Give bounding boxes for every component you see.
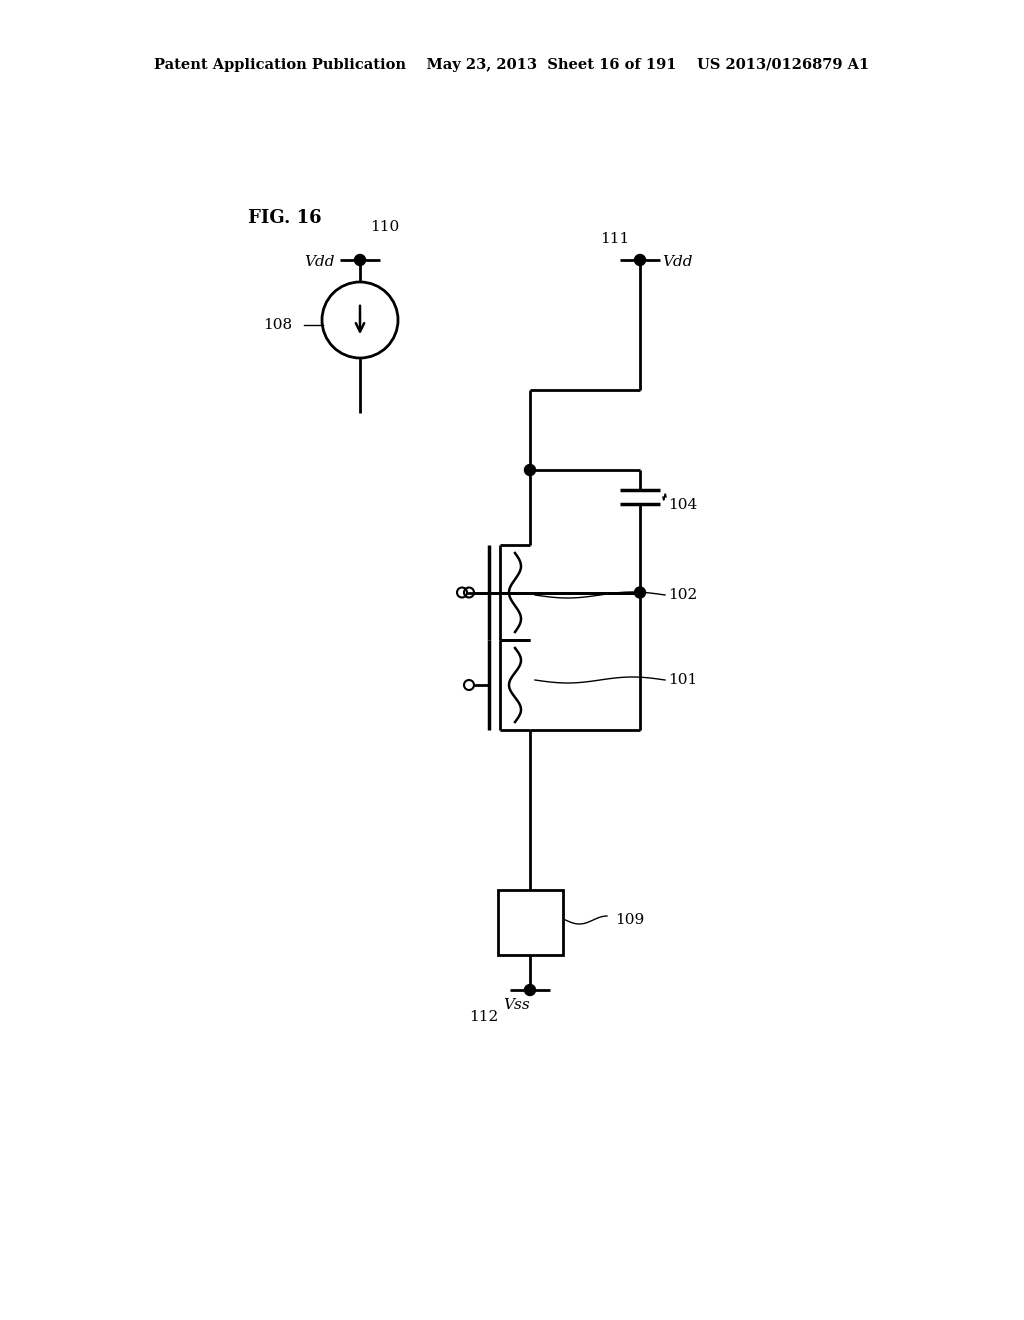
Text: Vdd: Vdd [304, 255, 335, 269]
Text: 112: 112 [469, 1010, 498, 1024]
Text: 111: 111 [600, 232, 630, 246]
Text: 110: 110 [370, 220, 399, 234]
Text: Vss: Vss [503, 998, 529, 1012]
Circle shape [635, 587, 645, 598]
Bar [498, 890, 562, 954]
Text: 108: 108 [263, 318, 292, 333]
Text: 109: 109 [615, 913, 644, 927]
Text: 101: 101 [668, 673, 697, 686]
Circle shape [524, 465, 536, 475]
Text: Patent Application Publication    May 23, 2013  Sheet 16 of 191    US 2013/01268: Patent Application Publication May 23, 2… [155, 58, 869, 73]
Circle shape [635, 255, 645, 265]
Text: Vdd: Vdd [662, 255, 692, 269]
Text: 104: 104 [668, 498, 697, 512]
Text: 102: 102 [668, 587, 697, 602]
Text: FIG. 16: FIG. 16 [248, 209, 322, 227]
Circle shape [524, 985, 536, 995]
Circle shape [354, 255, 366, 265]
